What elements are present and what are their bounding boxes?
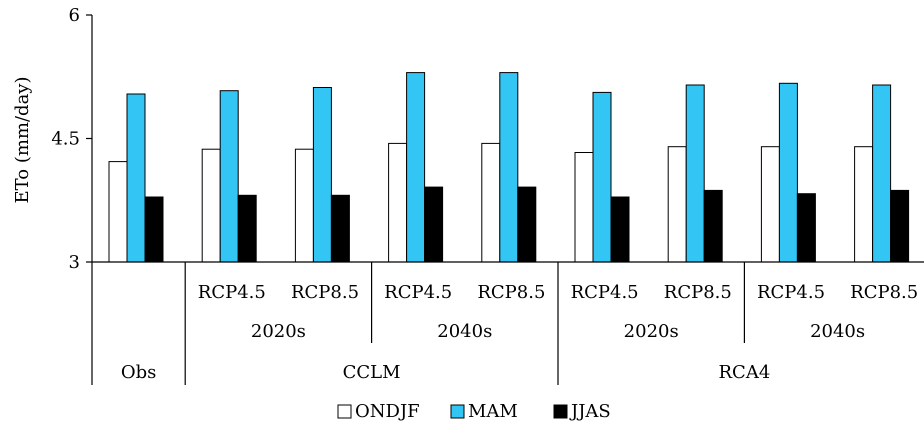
legend-swatch-jjas <box>553 404 568 419</box>
model-label-2: RCA4 <box>719 362 771 383</box>
bar-ondjf-0 <box>108 161 128 263</box>
scenario-label-5: RCP4.5 <box>571 282 639 303</box>
legend-label-ondjf: ONDJF <box>355 401 420 422</box>
bar-mam-0 <box>126 93 146 263</box>
axes-layer: 34.56 <box>51 5 924 385</box>
period-label-2: 2020s <box>624 321 679 342</box>
bar-jjas-7 <box>796 193 816 263</box>
legend-label-mam: MAM <box>468 401 518 422</box>
scenario-label-2: RCP8.5 <box>291 282 359 303</box>
bar-jjas-3 <box>424 186 444 263</box>
y-tick-label-0: 3 <box>69 252 80 273</box>
bar-jjas-5 <box>610 196 630 263</box>
bar-ondjf-5 <box>574 152 594 263</box>
legend-swatch-ondjf <box>337 404 352 419</box>
x-axis-labels: RCP4.5 RCP8.5 RCP4.5 RCP8.5 RCP4.5 RCP8.5 RCP4… <box>121 282 918 383</box>
scenario-label-8: RCP8.5 <box>850 282 918 303</box>
model-label-1: CCLM <box>343 362 401 383</box>
bar-mam-7 <box>778 82 798 263</box>
bar-mam-3 <box>406 72 426 263</box>
bar-mam-2 <box>312 87 332 263</box>
bar-mam-1 <box>219 90 239 263</box>
bar-mam-4 <box>499 72 519 263</box>
y-axis-label: ETo (mm/day) <box>12 77 33 204</box>
bar-jjas-4 <box>517 186 537 263</box>
y-tick-label-1: 4.5 <box>51 129 80 150</box>
bar-jjas-2 <box>330 194 350 263</box>
bar-jjas-6 <box>703 189 723 263</box>
y-tick-label-2: 6 <box>69 5 80 26</box>
bar-jjas-0 <box>144 196 164 263</box>
scenario-label-4: RCP8.5 <box>477 282 545 303</box>
bars-layer <box>108 72 910 263</box>
bar-mam-6 <box>685 84 705 263</box>
legend-swatch-mam <box>450 404 465 419</box>
period-label-3: 2040s <box>810 321 865 342</box>
bar-ondjf-3 <box>388 142 408 263</box>
bar-jjas-1 <box>237 194 257 263</box>
bar-ondjf-6 <box>667 146 687 263</box>
period-label-0: 2020s <box>251 321 306 342</box>
bar-mam-8 <box>872 84 892 263</box>
legend: ONDJF MAM JJAS <box>337 401 611 422</box>
scenario-label-1: RCP4.5 <box>198 282 266 303</box>
period-label-1: 2040s <box>437 321 492 342</box>
bar-ondjf-4 <box>481 142 501 263</box>
scenario-label-7: RCP4.5 <box>757 282 825 303</box>
bar-jjas-8 <box>890 189 910 263</box>
bar-ondjf-7 <box>760 146 780 263</box>
scenario-label-6: RCP8.5 <box>664 282 732 303</box>
bar-ondjf-1 <box>201 148 221 263</box>
bar-ondjf-8 <box>854 146 874 263</box>
scenario-label-3: RCP4.5 <box>384 282 452 303</box>
bar-mam-5 <box>592 91 612 263</box>
model-label-0: Obs <box>121 362 157 383</box>
bar-ondjf-2 <box>294 148 314 263</box>
legend-label-jjas: JJAS <box>569 401 611 422</box>
